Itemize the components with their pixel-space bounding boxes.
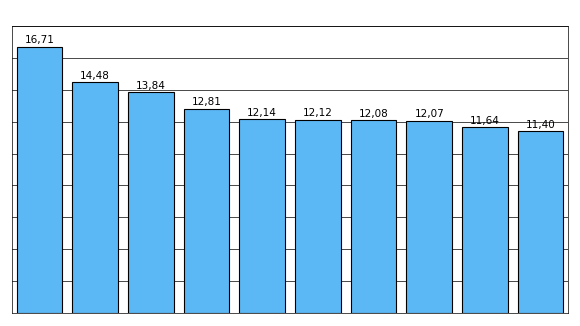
Text: 12,12: 12,12 [303, 108, 333, 118]
Bar [518, 131, 563, 313]
Text: 14,48: 14,48 [80, 71, 110, 81]
Text: 11,40: 11,40 [525, 120, 556, 130]
Text: 12,07: 12,07 [414, 109, 444, 119]
Bar [184, 109, 229, 313]
Text: 16,71: 16,71 [24, 35, 55, 45]
Text: 11,64: 11,64 [470, 116, 500, 126]
Bar [407, 121, 452, 313]
Bar [240, 119, 285, 313]
Bar [295, 120, 340, 313]
Bar [128, 92, 173, 313]
Text: 12,08: 12,08 [358, 109, 389, 119]
Bar [17, 47, 62, 313]
Bar [72, 82, 118, 313]
Text: 12,14: 12,14 [247, 108, 277, 118]
Bar [351, 120, 396, 313]
Text: 12,81: 12,81 [191, 97, 222, 107]
Bar [462, 127, 508, 313]
Text: 13,84: 13,84 [136, 81, 166, 91]
